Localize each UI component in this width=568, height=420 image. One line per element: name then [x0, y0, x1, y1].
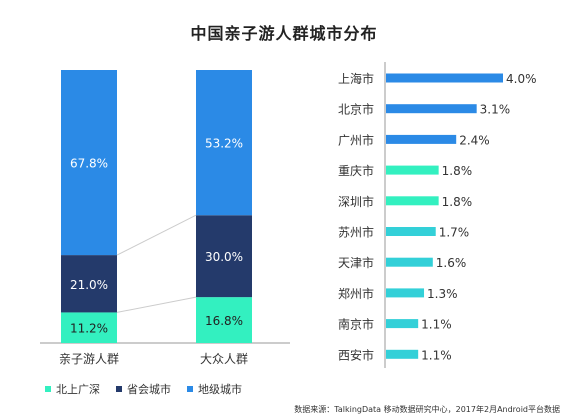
stacked-bar-label-1-3: 67.8% — [70, 157, 108, 171]
city-value-label-2: 3.1% — [480, 103, 511, 117]
connector-line-1 — [116, 296, 197, 313]
city-bar-2 — [386, 104, 477, 114]
chart-legend: 北上广深 省会城市 地级城市 — [45, 381, 242, 397]
legend-label-1: 北上广深 — [56, 383, 100, 396]
city-value-label-3: 2.4% — [459, 133, 490, 147]
legend-swatch-2 — [116, 386, 122, 392]
city-value-label-6: 1.7% — [439, 226, 470, 240]
city-label-5: 深圳市 — [338, 194, 374, 209]
connector-line-2 — [116, 214, 197, 256]
x-tick-label-2: 大众人群 — [200, 352, 248, 366]
city-value-label-10: 1.1% — [421, 348, 452, 362]
legend-swatch-3 — [187, 386, 193, 392]
stacked-bar-label-2-1: 16.8% — [205, 314, 243, 328]
legend-swatch-1 — [45, 386, 51, 392]
legend-label-2: 省会城市 — [127, 383, 171, 396]
chart-title: 中国亲子游人群城市分布 — [190, 24, 378, 43]
stacked-bar-segment-1-1 — [61, 312, 117, 343]
city-bar-8 — [386, 288, 425, 298]
stacked-bar-segment-1-2 — [61, 255, 117, 313]
city-bar-6 — [386, 227, 436, 236]
legend-item-1: 北上广深 — [45, 381, 100, 397]
stacked-bar-segment-2-3 — [196, 70, 252, 216]
city-label-6: 苏州市 — [338, 225, 374, 240]
city-value-label-4: 1.8% — [442, 164, 473, 178]
stacked-bar-segment-2-1 — [196, 297, 252, 343]
city-value-label-9: 1.1% — [421, 318, 452, 332]
legend-item-2: 省会城市 — [116, 381, 171, 397]
legend-label-3: 地级城市 — [198, 383, 242, 396]
city-value-label-5: 1.8% — [442, 195, 473, 209]
city-label-1: 上海市 — [338, 71, 374, 86]
city-label-9: 南京市 — [338, 317, 374, 332]
stacked-bar-label-1-1: 11.2% — [70, 322, 108, 336]
chart-canvas: 11.2% 21.0% 67.8% 亲子游人群 16.8% 30.0% 53.2% 大众人群 上… — [40, 62, 537, 368]
stacked-bar-label-1-2: 21.0% — [70, 278, 108, 292]
x-tick-label-1: 亲子游人群 — [59, 352, 119, 366]
stacked-bar-segment-1-3 — [61, 70, 117, 256]
city-label-8: 郑州市 — [338, 286, 374, 301]
city-bar-4 — [386, 165, 439, 175]
city-label-4: 重庆市 — [338, 163, 374, 178]
city-value-label-1: 4.0% — [506, 72, 537, 86]
city-bar-9 — [386, 319, 419, 329]
city-bar-1 — [386, 73, 503, 83]
city-bar-3 — [386, 134, 457, 144]
city-label-2: 北京市 — [338, 102, 374, 117]
data-source-note: 数据来源：TalkingData 移动数据研究中心，2017年2月Android… — [294, 405, 560, 414]
city-bar-7 — [386, 257, 433, 267]
city-bar-5 — [386, 196, 439, 206]
city-label-3: 广州市 — [338, 132, 374, 147]
stacked-bar-segment-2-2 — [196, 215, 252, 298]
stacked-bar-label-2-3: 53.2% — [205, 137, 243, 151]
city-value-label-8: 1.3% — [427, 287, 458, 301]
city-value-label-7: 1.6% — [436, 256, 467, 270]
stacked-bar-label-2-2: 30.0% — [205, 250, 243, 264]
city-label-10: 西安市 — [338, 347, 374, 362]
city-bar-10 — [386, 349, 419, 359]
legend-item-3: 地级城市 — [187, 381, 242, 397]
city-label-7: 天津市 — [338, 255, 374, 270]
